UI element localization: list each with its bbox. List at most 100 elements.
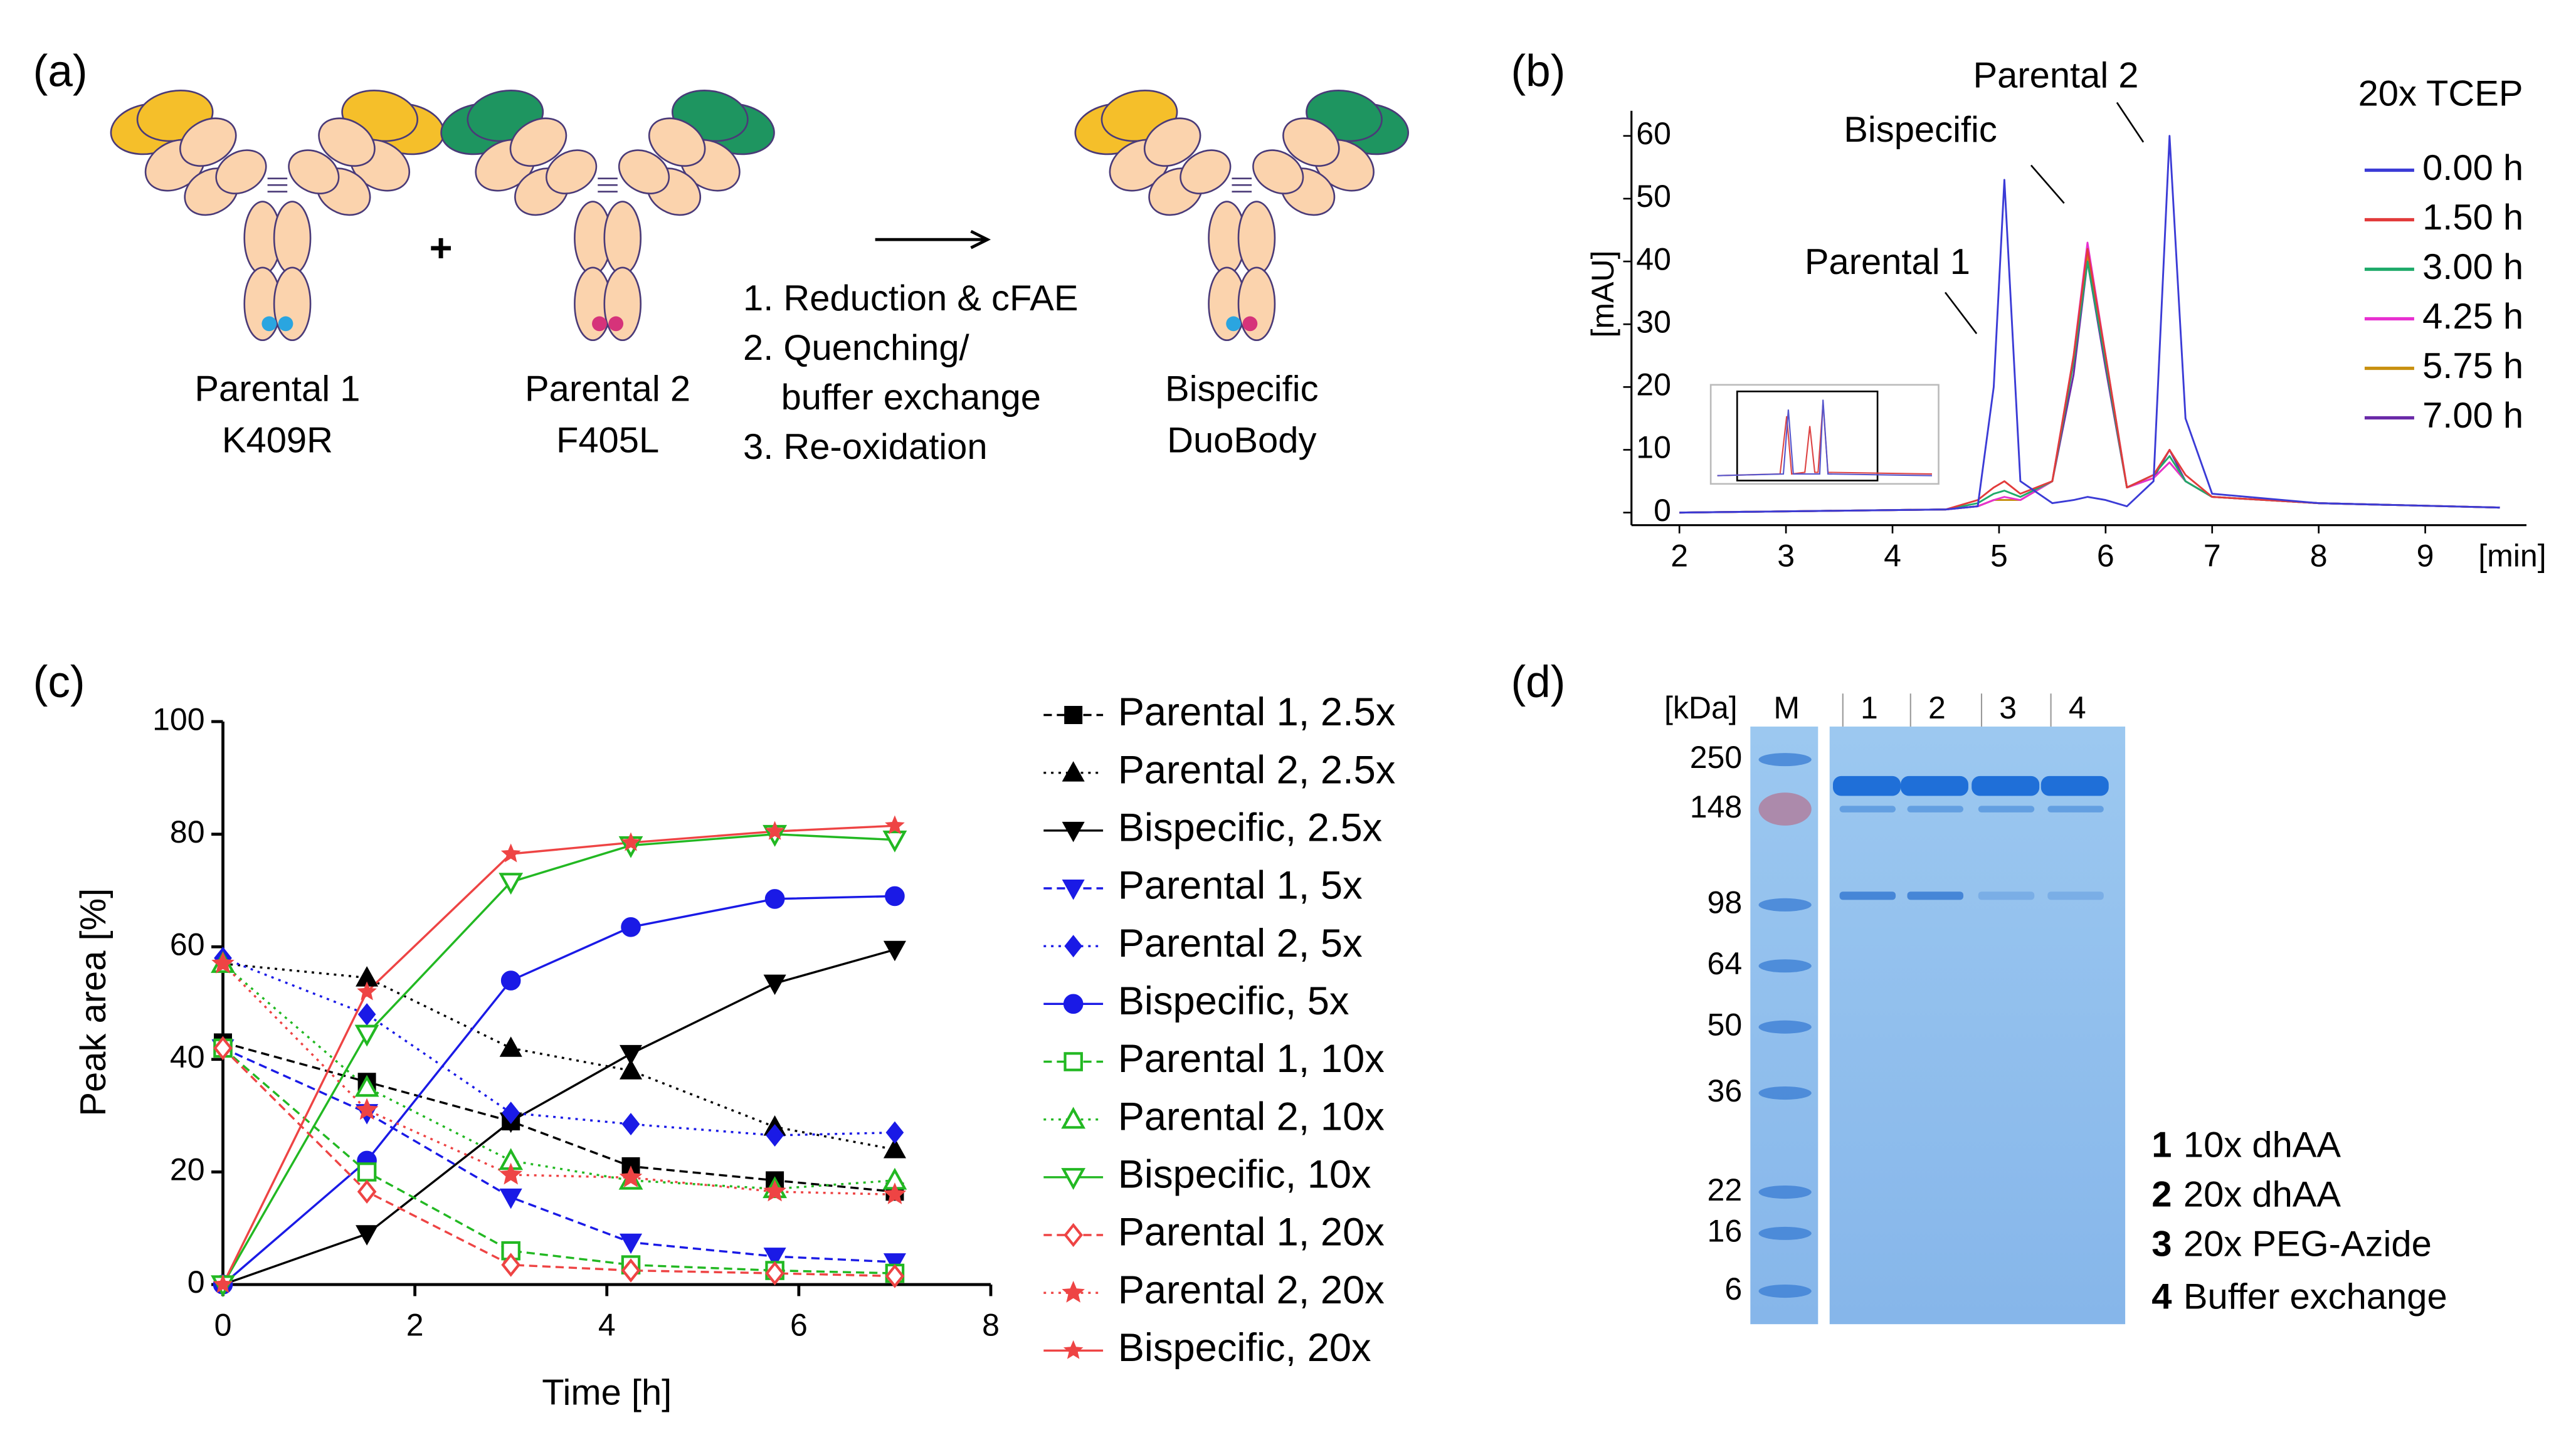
marker — [213, 1274, 233, 1293]
series-line — [223, 962, 895, 1151]
antibody-format: DuoBody — [1167, 420, 1316, 460]
marker — [885, 1264, 905, 1288]
key-text: 20x PEG-Azide — [2183, 1224, 2432, 1264]
chromatogram: 0 10 20 30 40 50 60 2 3 4 5 6 7 8 9 [min] [mAU] Parental … — [1585, 55, 2547, 573]
panel-c: (c) 0 20 40 60 80 100 0 2 4 6 8 Time [h] Peak area [… — [33, 658, 1396, 1413]
antibody-mutation: F405L — [556, 420, 659, 460]
marker — [500, 970, 521, 991]
domain — [1237, 201, 1276, 275]
band — [1839, 806, 1896, 812]
marker — [357, 981, 377, 1001]
x-tick-label: 5 — [1990, 539, 2008, 574]
step: 1. Reduction & cFAE — [743, 278, 1078, 318]
marker — [356, 1225, 379, 1246]
antibody — [1074, 89, 1410, 342]
marker — [763, 1179, 786, 1202]
mutation-dot — [1226, 316, 1241, 332]
x-axis-label: Time [h] — [542, 1373, 672, 1413]
panel-label: (c) — [33, 658, 85, 707]
arrow-head — [970, 229, 991, 250]
marker-band — [1758, 1226, 1812, 1240]
band — [1833, 775, 1901, 796]
legend-label: 3.00 h — [2422, 247, 2523, 287]
domain — [603, 201, 642, 275]
x-tick-label: 0 — [214, 1308, 232, 1343]
marker — [213, 1036, 233, 1061]
marker — [883, 1137, 906, 1159]
panel-d: (d) [kDa] M 1 2 3 4 250 148 98 64 50 36 22 16 6 1 10x dh… — [1511, 658, 2447, 1325]
legend-label: Parental 1, 10x — [1118, 1037, 1385, 1081]
mutation-dot — [592, 316, 607, 332]
legend-label: 1.50 h — [2422, 197, 2523, 238]
legend-label: Parental 1, 2.5x — [1118, 690, 1396, 734]
marker — [211, 951, 235, 974]
legend-label: Bispecific, 5x — [1118, 979, 1349, 1023]
domain — [1180, 149, 1232, 194]
domain — [546, 149, 598, 194]
key-number: 1 — [2151, 1125, 2172, 1165]
series-line — [222, 962, 895, 1191]
legend-marker — [1062, 1280, 1085, 1303]
inset-trace — [1717, 399, 1933, 476]
marker — [357, 1162, 377, 1182]
legend-marker — [1061, 1168, 1086, 1190]
band — [2047, 806, 2104, 812]
annotation-leader — [2116, 102, 2145, 143]
marker-label: 250 — [1690, 740, 1742, 775]
band — [1907, 806, 1964, 812]
legend-label: Bispecific, 2.5x — [1118, 806, 1382, 850]
x-tick-label: 3 — [1777, 539, 1795, 574]
marker — [501, 1253, 521, 1277]
legend-label: 4.25 h — [2422, 297, 2523, 337]
y-tick-label: 100 — [152, 702, 204, 737]
kinetics-chart: 0 20 40 60 80 100 0 2 4 6 8 Time [h] Peak area [%] Pa… — [73, 690, 1395, 1413]
antibody-name: Parental 2 — [525, 369, 690, 409]
inset-zoom-box — [1736, 391, 1879, 481]
lane-label: 1 — [1861, 690, 1878, 725]
y-tick-label: 0 — [1654, 493, 1671, 528]
lane-label: M — [1773, 690, 1800, 725]
domain — [273, 201, 312, 275]
domain — [603, 266, 642, 342]
band — [2047, 891, 2104, 900]
antibody-mutation: K409R — [222, 420, 333, 460]
legend-marker — [1063, 994, 1084, 1014]
series-line — [222, 962, 895, 1196]
key-text: 20x dhAA — [2183, 1175, 2341, 1215]
marker — [621, 832, 641, 851]
x-tick-label: 6 — [2097, 539, 2114, 574]
legend-marker — [1064, 1222, 1084, 1248]
marker — [621, 1258, 641, 1283]
marker-label: 6 — [1724, 1271, 1742, 1306]
x-tick-label: 4 — [598, 1308, 616, 1343]
lane-label: 4 — [2069, 690, 2086, 725]
legend-label: Parental 1, 20x — [1118, 1211, 1385, 1254]
x-tick-label: 7 — [2204, 539, 2221, 574]
marker-band — [1758, 753, 1812, 767]
y-tick-label: 20 — [170, 1152, 205, 1187]
domain — [273, 266, 312, 342]
marker — [621, 1113, 640, 1135]
domain — [648, 117, 706, 167]
key-entry: 2 20x dhAA — [2151, 1175, 2341, 1215]
domain — [1282, 117, 1340, 167]
marker — [355, 1098, 379, 1120]
band — [1900, 775, 1968, 796]
mutation-dot — [261, 316, 277, 332]
domain — [215, 149, 267, 194]
marker-band — [1758, 959, 1812, 973]
unit-label: [kDa] — [1664, 690, 1738, 725]
marker-band — [1758, 898, 1812, 912]
marker — [500, 843, 521, 863]
domain — [618, 149, 670, 194]
marker — [883, 1182, 907, 1204]
panel-label: (b) — [1511, 47, 1566, 97]
marker — [499, 1188, 522, 1209]
gel — [1829, 726, 2126, 1325]
marker — [763, 1248, 786, 1268]
y-tick-label: 0 — [187, 1264, 205, 1300]
domain — [1143, 117, 1201, 167]
key-number: 4 — [2151, 1277, 2172, 1317]
